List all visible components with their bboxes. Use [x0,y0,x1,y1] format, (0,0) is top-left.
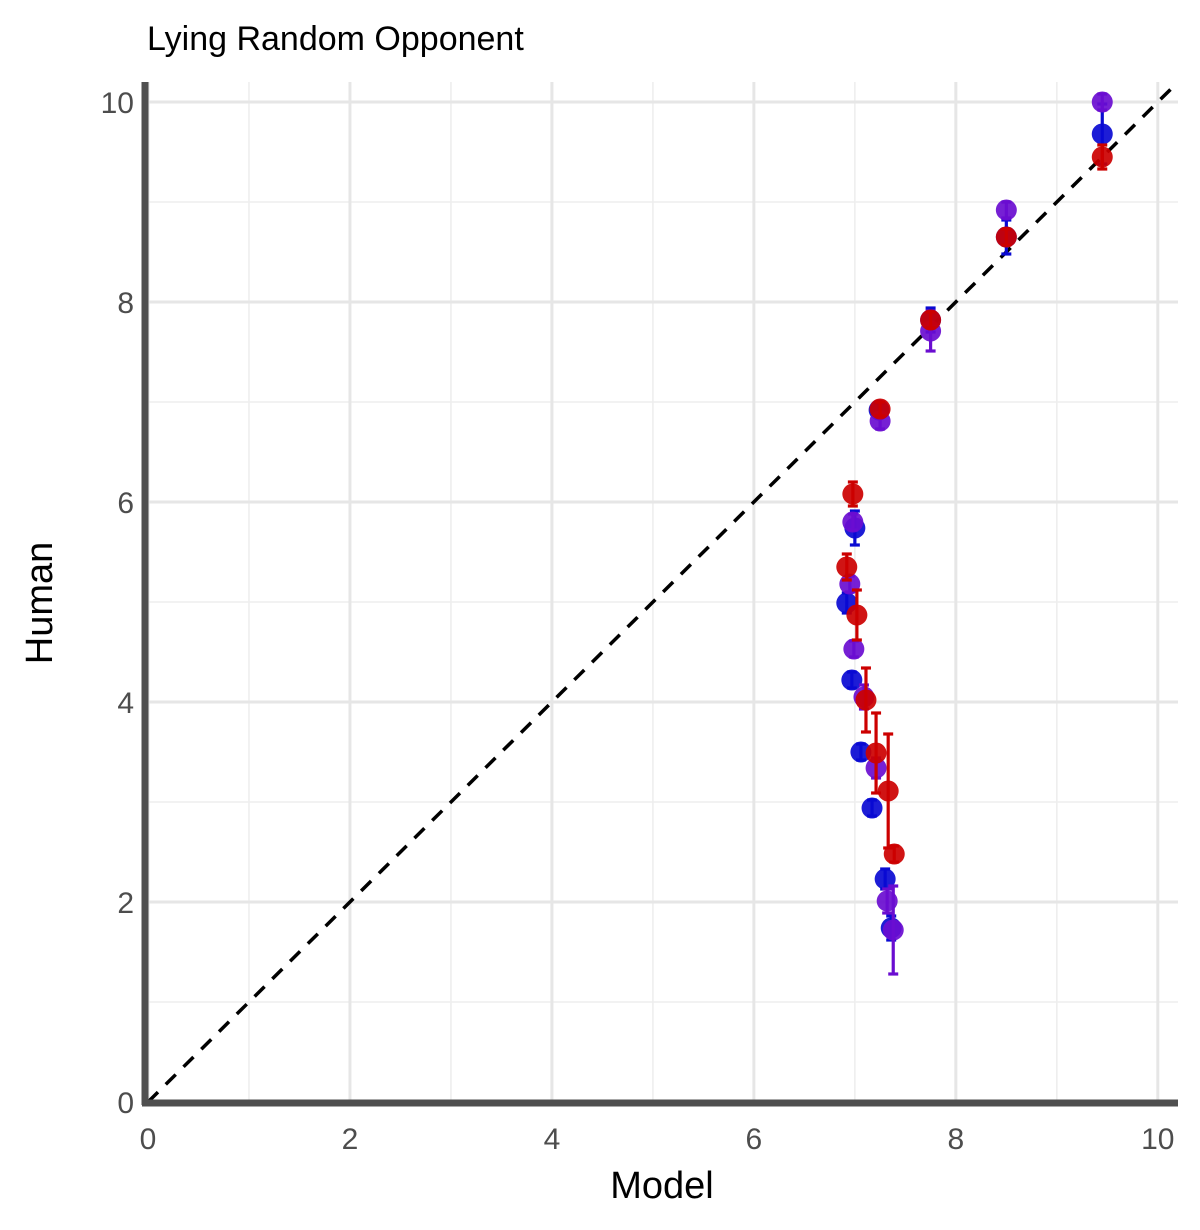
x-tick-label: 4 [544,1123,561,1156]
data-point [855,689,877,711]
series-1 [836,102,1113,942]
data-point [883,843,905,865]
x-tick-label: 2 [342,1123,359,1156]
x-tick-label: 6 [746,1123,763,1156]
x-tick-label: 8 [947,1123,964,1156]
data-point [920,309,942,331]
identity-line [146,80,1180,1104]
y-tick-label: 8 [117,287,134,320]
data-point [869,398,891,420]
data-point [995,226,1017,248]
data-point [842,511,864,533]
data-point [1091,146,1113,168]
x-tick-labels: 0 2 4 6 8 10 [140,1123,1175,1156]
y-tick-label: 10 [101,87,134,120]
data-point [882,919,904,941]
x-axis-title: Model [610,1165,714,1207]
series-2 [839,91,1113,976]
x-tick-label: 0 [140,1123,157,1156]
data-point [841,669,863,691]
y-tick-label: 6 [117,487,134,520]
chart-title: Lying Random Opponent [147,20,524,58]
data-point [836,556,858,578]
data-point [850,741,872,763]
data-point [861,797,883,819]
data-point [1091,91,1113,113]
data-point [842,483,864,505]
y-tick-label: 2 [117,887,134,920]
data-point [1091,123,1113,145]
data-point [874,868,896,890]
y-tick-labels: 0 2 4 6 8 10 [101,87,134,1120]
y-axis-title: Human [19,542,61,665]
data-point [843,638,865,660]
series-3 [836,143,1113,865]
data-point [846,604,868,626]
y-tick-label: 0 [117,1087,134,1120]
data-marks [836,91,1113,976]
x-tick-label: 10 [1141,1123,1174,1156]
data-point [995,199,1017,221]
data-point [865,742,887,764]
y-tick-label: 4 [117,687,134,720]
data-point [877,780,899,802]
